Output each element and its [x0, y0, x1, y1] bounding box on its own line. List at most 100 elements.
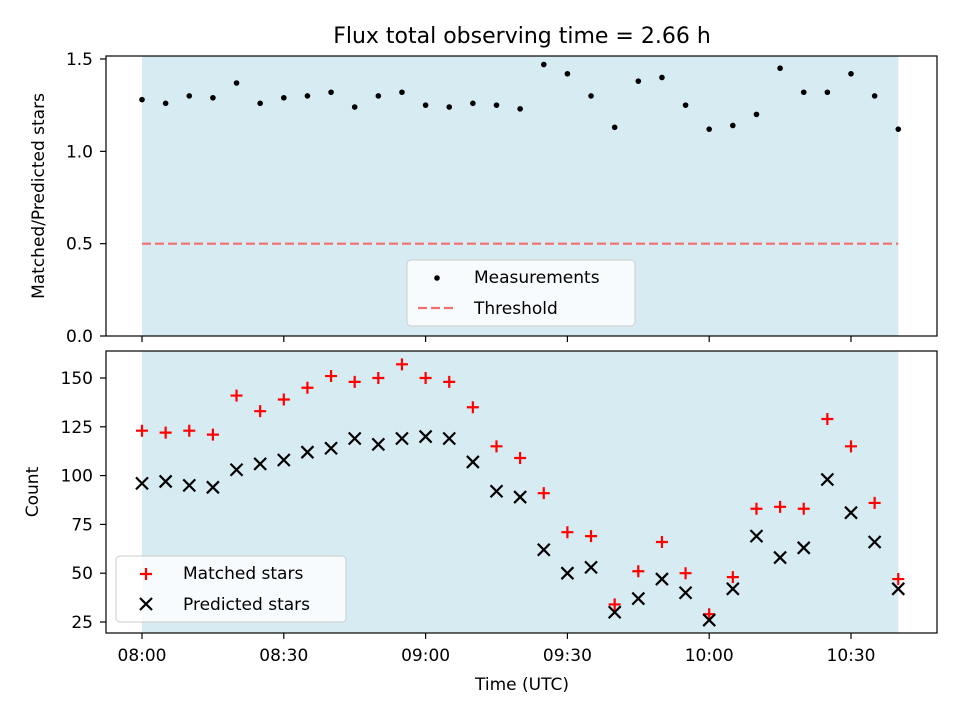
measurement-point: [611, 124, 618, 131]
x-tick-label: 10:00: [685, 646, 734, 666]
predicted-star-point: [395, 431, 409, 446]
predicted-star-point: [300, 445, 315, 459]
measurement-point: [895, 126, 902, 132]
top-y-axis-label: Matched/Predicted stars: [29, 93, 49, 299]
matched-star-point: [679, 567, 692, 580]
bottom-panel-frame: [105, 350, 938, 634]
legend-measurement-marker: [434, 275, 440, 281]
measurement-point: [848, 70, 854, 77]
x-tick-label: 09:30: [543, 646, 592, 666]
predicted-star-point: [891, 582, 906, 596]
predicted-star-point: [820, 472, 835, 487]
measurement-point: [233, 80, 240, 86]
predicted-star-point: [324, 441, 338, 456]
predicted-star-point: [678, 585, 693, 600]
predicted-star-point: [442, 431, 457, 446]
measurement-point: [139, 96, 145, 103]
predicted-star-point: [536, 542, 551, 557]
legend-matched-label: Matched stars: [183, 564, 303, 584]
predicted-star-point: [347, 431, 362, 446]
predicted-star-point: [702, 613, 716, 627]
legend-matched-marker: [140, 568, 152, 580]
x-axis-label: Time (UTC): [474, 675, 569, 695]
chart-title: Flux total observing time = 2.66 h: [333, 24, 711, 49]
matched-star-point: [774, 500, 787, 513]
measurement-point: [730, 122, 736, 129]
measurement-point: [375, 93, 382, 99]
bottom-legend-box: [115, 555, 347, 623]
legend-predicted-label: Predicted stars: [183, 595, 310, 615]
predicted-star-point: [229, 462, 244, 477]
measurement-point: [422, 102, 429, 108]
top-y-tick-label: 0.5: [66, 235, 93, 255]
matched-star-point: [585, 530, 598, 543]
matched-star-point: [136, 424, 148, 437]
matched-star-point: [750, 502, 763, 515]
predicted-star-point: [607, 605, 622, 620]
measurement-point: [800, 89, 807, 96]
legend-threshold-label: Threshold: [473, 299, 558, 319]
x-tick-label: 10:30: [827, 646, 876, 666]
measurement-point: [493, 102, 500, 108]
predicted-star-point: [206, 480, 220, 495]
measurement-point: [304, 93, 311, 99]
measurement-point: [517, 106, 523, 112]
measurement-point: [659, 74, 665, 81]
measurement-point: [706, 126, 712, 132]
predicted-star-point: [773, 550, 787, 565]
matched-star-point: [490, 440, 503, 453]
measurement-point: [281, 94, 287, 101]
matched-star-point: [632, 565, 645, 578]
predicted-star-point: [135, 476, 149, 491]
matched-star-point: [301, 381, 314, 394]
measurement-point: [328, 89, 334, 96]
x-tick-label: 08:00: [118, 646, 167, 666]
predicted-star-point: [867, 535, 882, 549]
matched-star-point: [443, 375, 456, 388]
measurement-point: [564, 70, 571, 77]
matched-star-point: [821, 412, 834, 425]
measurement-point: [588, 93, 594, 99]
measurement-point: [824, 89, 831, 96]
top-panel-frame: [105, 55, 938, 337]
matched-star-point: [797, 502, 810, 515]
measurement-point: [470, 100, 476, 107]
legend-predicted-marker: [139, 597, 153, 611]
predicted-star-point: [513, 490, 527, 504]
bottom-y-tick-label: 150: [61, 369, 93, 389]
matched-star-point: [868, 496, 881, 509]
measurement-point: [162, 100, 169, 107]
matched-star-point: [395, 358, 408, 371]
predicted-star-point: [489, 484, 504, 498]
matched-star-point: [892, 573, 905, 586]
predicted-star-point: [560, 566, 575, 580]
predicted-star-point: [584, 560, 598, 575]
predicted-star-point: [466, 455, 480, 469]
measurement-point: [540, 61, 547, 68]
measurement-point: [446, 104, 453, 110]
predicted-star-point: [158, 474, 173, 489]
matched-star-point: [325, 370, 338, 383]
predicted-star-point: [182, 478, 197, 493]
x-tick-label: 08:30: [259, 646, 308, 666]
top-legend: Measurements Threshold: [406, 259, 636, 327]
measurement-point: [210, 94, 216, 101]
measurement-point: [682, 102, 689, 108]
predicted-star-point: [253, 457, 267, 471]
top-y-tick-label: 1.0: [66, 142, 93, 162]
bottom-y-tick-label: 50: [71, 564, 93, 584]
top-legend-box: [406, 259, 636, 327]
measurement-point: [635, 78, 642, 84]
predicted-star-point: [844, 505, 858, 520]
predicted-star-point: [655, 572, 669, 586]
bottom-legend: Matched stars Predicted stars: [115, 555, 347, 623]
predicted-star-point: [726, 582, 740, 596]
x-tick-label: 09:00: [401, 646, 450, 666]
predicted-star-point: [371, 437, 386, 452]
legend-measurements-label: Measurements: [474, 268, 600, 288]
top-y-tick-label: 0.0: [66, 327, 93, 347]
matched-star-point: [845, 440, 857, 453]
matched-star-point: [230, 389, 243, 402]
matched-star-point: [703, 608, 716, 621]
